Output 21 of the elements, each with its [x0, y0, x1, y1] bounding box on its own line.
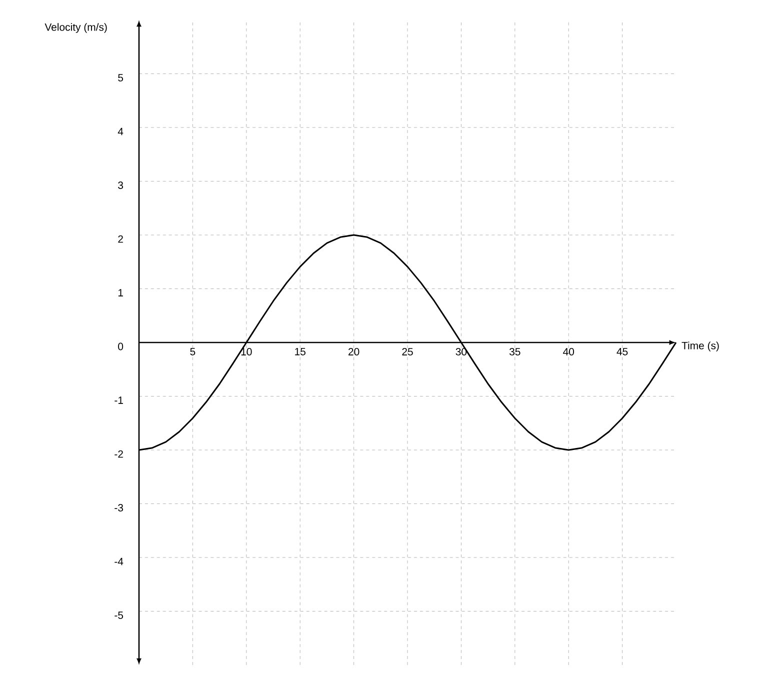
y-tick-label: -2: [114, 450, 123, 458]
y-tick-label: 5: [118, 74, 124, 82]
y-tick-label: 2: [118, 235, 123, 243]
y-tick-label: 0: [118, 342, 124, 350]
y-tick-label: -4: [114, 558, 124, 566]
y-tick-label: -3: [114, 504, 124, 512]
x-tick-label: 15: [295, 348, 306, 356]
y-axis-title: Velocity (m/s): [44, 23, 107, 33]
x-tick-label: 35: [509, 348, 520, 356]
y-tick-label: 4: [118, 128, 124, 136]
y-tick-label: 3: [118, 182, 124, 189]
y-tick-label: -5: [114, 612, 124, 619]
x-axis-title: Time (s): [682, 342, 719, 352]
y-tick-label: -1: [114, 396, 123, 404]
x-tick-label: 20: [348, 348, 360, 356]
x-tick-label: 45: [616, 348, 628, 356]
x-tick-label: 25: [402, 348, 413, 356]
x-tick-label: 5: [190, 348, 196, 356]
x-tick-label: 40: [563, 348, 574, 356]
x-tick-label: 10: [241, 348, 252, 356]
y-tick-label: 1: [118, 289, 123, 296]
